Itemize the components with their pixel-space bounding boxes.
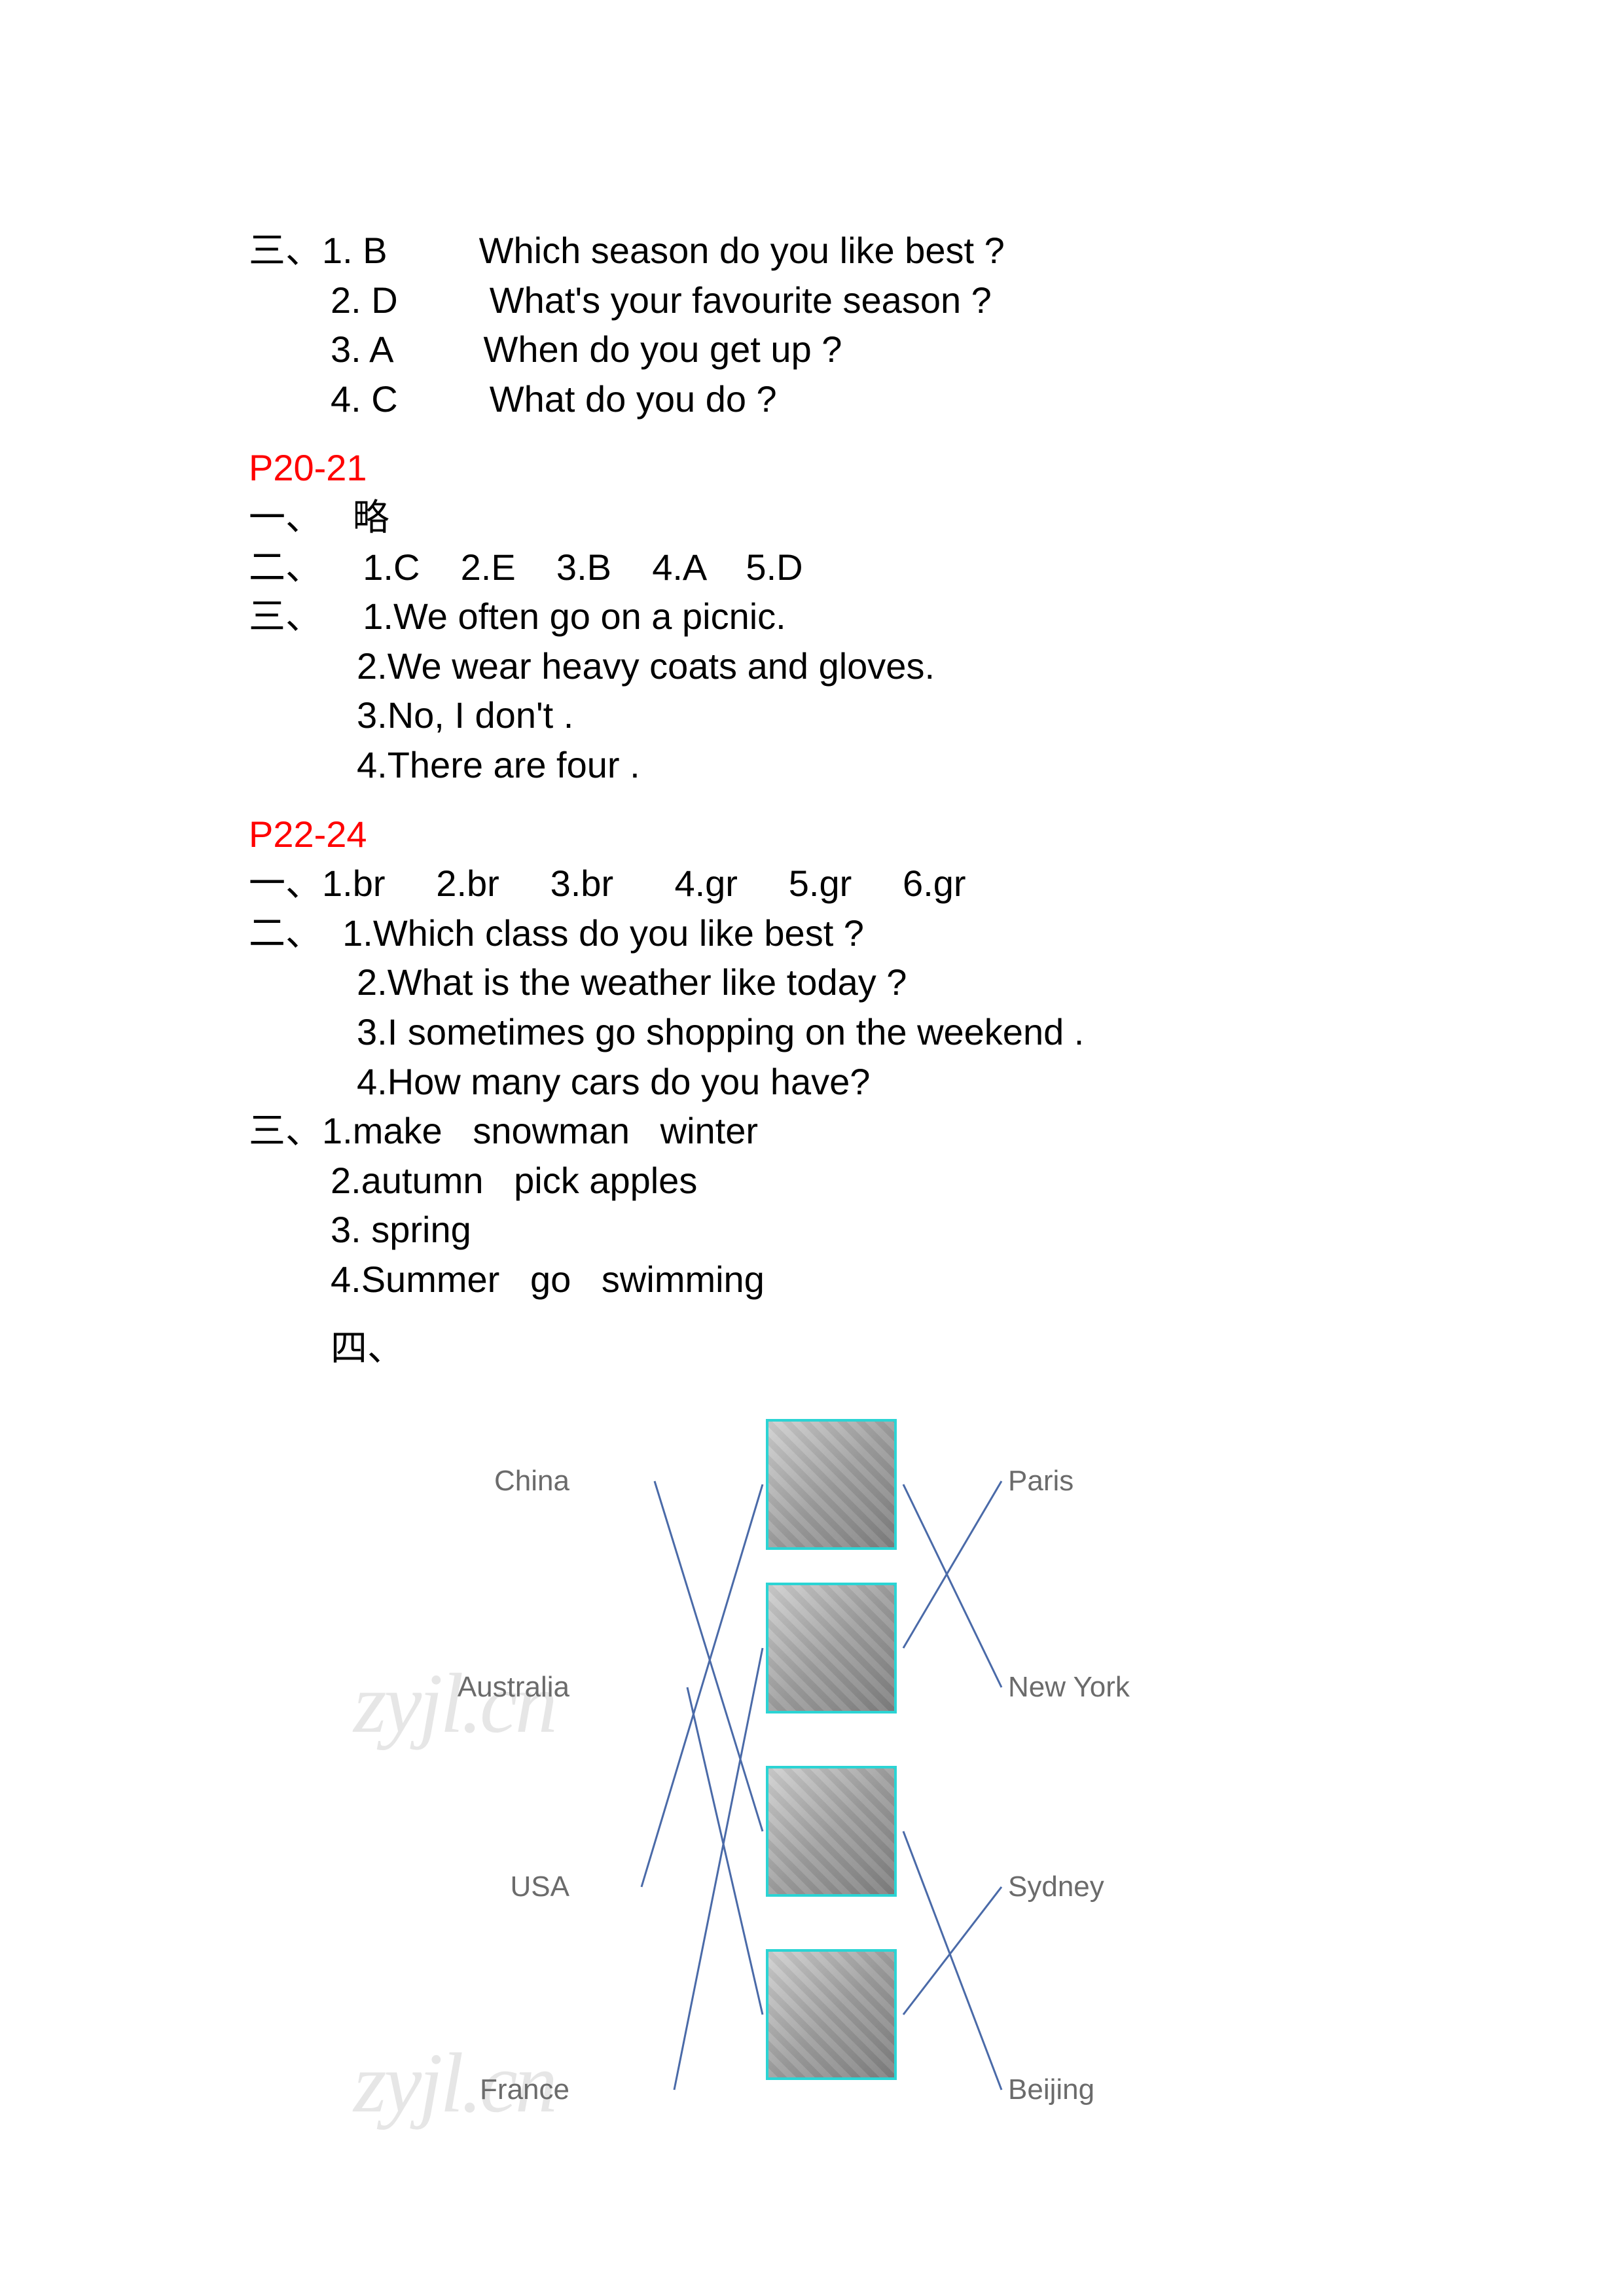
landmark-image [766,1583,897,1713]
s3-p1: 一、1.br 2.br 3.br 4.gr 5.gr 6.gr [249,859,1375,908]
s2-p2: 二、 1.C 2.E 3.B 4.A 5.D [249,543,1375,592]
page-content: 三、1. B Which season do you like best ? 2… [249,226,1375,2145]
s3-p2-2: 2.What is the weather like today ? [249,958,1375,1007]
country-label: USA [399,1871,569,1903]
country-label: Australia [399,1671,569,1704]
s3-p3-4: 4.Summer go swimming [249,1255,1375,1304]
landmark-image [766,1949,897,2080]
section-3: P22-24 一、1.br 2.br 3.br 4.gr 5.gr 6.gr 二… [249,810,1375,1374]
s3-p3-3: 3. spring [249,1205,1375,1255]
country-label: France [399,2073,569,2106]
s2-title: P20-21 [249,443,1375,493]
s2-p3-3: 3.No, I don't . [249,691,1375,740]
s2-p3-2: 2.We wear heavy coats and gloves. [249,641,1375,691]
s2-p3-4: 4.There are four . [249,740,1375,790]
city-label: Sydney [1008,1871,1178,1903]
city-label: Paris [1008,1465,1178,1498]
s3-title: P22-24 [249,810,1375,859]
s1-row-3: 3. A When do you get up ? [249,325,1375,374]
s3-p2-4: 4.How many cars do you have? [249,1057,1375,1107]
s2-p1: 一、 略 [249,493,1375,543]
s1-row-2: 2. D What's your favourite season ? [249,276,1375,325]
landmark-image [766,1766,897,1897]
section-2: P20-21 一、 略 二、 1.C 2.E 3.B 4.A 5.D 三、 1.… [249,443,1375,789]
city-label: Beijing [1008,2073,1178,2106]
section-1: 三、1. B Which season do you like best ? 2… [249,226,1375,423]
s2-p3-1: 三、 1.We often go on a picnic. [249,592,1375,641]
city-label: New York [1008,1671,1178,1704]
s1-row-4: 4. C What do you do ? [249,374,1375,424]
landmark-image [766,1419,897,1550]
s3-p2-3: 3.I sometimes go shopping on the weekend… [249,1007,1375,1057]
s3-p2-1: 二、 1.Which class do you like best ? [249,908,1375,958]
s3-p3-2: 2.autumn pick apples [249,1156,1375,1206]
country-label: China [399,1465,569,1498]
s3-p3-1: 三、1.make snowman winter [249,1106,1375,1156]
s1-row-1: 三、1. B Which season do you like best ? [249,226,1375,276]
s3-p4: 四、 [249,1323,1375,1373]
matching-diagram: zyjl.cn zyjl.cn ChinaAustraliaUSAFrance … [373,1412,1290,2145]
